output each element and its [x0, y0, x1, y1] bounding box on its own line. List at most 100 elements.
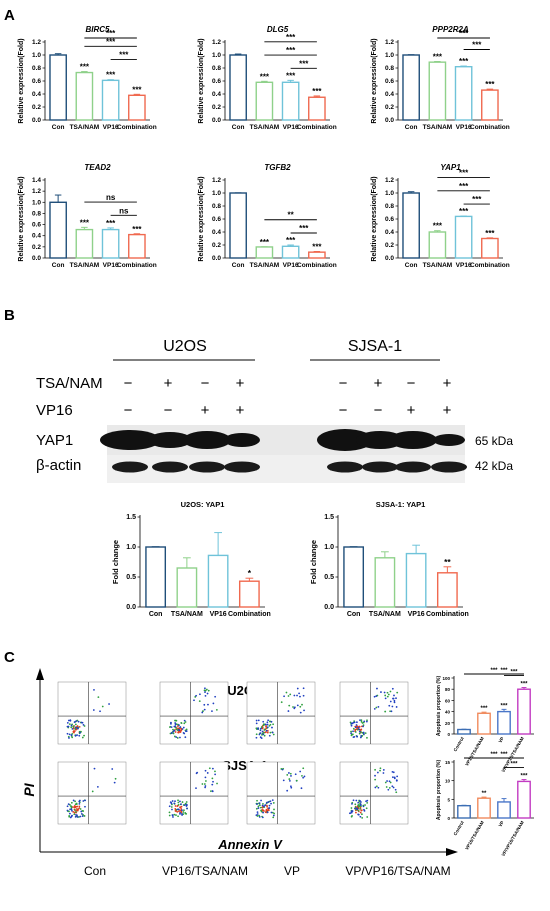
flow-dot [68, 812, 71, 815]
flow-dot-apoptotic [204, 691, 206, 693]
x-tick-label: Combination [470, 124, 510, 131]
chart-yap1: YAP1 0.0 0.2 0.4 0.6 0.8 1.0 1.2 Relative expres… [371, 163, 510, 269]
flow-dot [272, 816, 275, 819]
significance-star: *** [312, 243, 322, 252]
flow-dot [268, 724, 271, 727]
flow-dot [174, 725, 177, 728]
flow-dot [78, 807, 81, 809]
flow-plot-frame [57, 681, 127, 745]
flow-dot [68, 723, 71, 726]
flow-dot [257, 728, 259, 730]
flow-dot-apoptotic [394, 788, 397, 791]
flow-dot [182, 813, 185, 816]
flow-dot-apoptotic [286, 789, 289, 792]
bar [255, 81, 274, 121]
y-tick-label: 0 [447, 732, 450, 737]
flow-dot-apoptotic [293, 694, 296, 697]
flow-dot [361, 816, 364, 819]
y-tick-label: 1.2 [212, 177, 221, 184]
flow-dot [83, 734, 85, 737]
flow-plots [57, 681, 409, 825]
flow-dot [67, 719, 70, 722]
significance-star: *** [132, 85, 142, 94]
bracket-label: *** [106, 37, 116, 46]
flow-dot [78, 805, 81, 808]
flow-dot [168, 811, 171, 814]
flow-dot [178, 810, 180, 813]
flow-dot [72, 725, 75, 728]
blot-bands [100, 425, 467, 473]
row-label-vp16: VP16 [36, 402, 73, 419]
flow-dot [84, 805, 86, 808]
flow-dot [75, 720, 78, 722]
flow-dot-apoptotic [111, 768, 114, 770]
flow-dot [70, 815, 73, 818]
flow-dot [172, 728, 174, 731]
y-tick-label: 0.6 [32, 222, 41, 229]
flow-dot [181, 728, 184, 730]
flow-dot [75, 811, 77, 813]
bar [255, 246, 274, 259]
bar [428, 231, 447, 259]
flow-dot-apoptotic [392, 786, 395, 789]
flow-dot-apoptotic [211, 710, 213, 713]
vp16-sign: − [124, 402, 133, 419]
flow-dot-apoptotic [301, 774, 303, 777]
vp16-sign: + [407, 402, 416, 419]
flow-dot [355, 799, 358, 802]
significance-star: *** [459, 207, 469, 216]
flow-dot [78, 802, 81, 805]
x-tick-label: Combination [426, 611, 469, 618]
flow-dot-apoptotic [204, 689, 207, 692]
significance-star: *** [480, 706, 488, 712]
treatment-signs: − − + − − + + + − − + − − + + + [124, 375, 452, 419]
flow-dot [269, 723, 272, 726]
flow-dot [179, 800, 181, 803]
bracket-label: *** [500, 752, 508, 758]
x-tick-label: VP16 [283, 124, 299, 131]
flow-dot [73, 808, 76, 811]
flow-dot [180, 722, 183, 725]
flow-dot-apoptotic [395, 697, 397, 700]
y-axis-label: Relative expression(Fold) [198, 176, 205, 261]
vp16-sign: − [374, 402, 383, 419]
y-tick-label: 0.2 [385, 104, 394, 111]
flow-dot [72, 806, 74, 808]
flow-dot-apoptotic [296, 694, 298, 697]
actin-band [431, 461, 467, 473]
bar [436, 572, 458, 608]
x-tick-label: TSA/NAM [369, 611, 401, 618]
y-tick-label: 0.8 [212, 203, 221, 210]
flow-dot [80, 810, 83, 813]
flow-dot-apoptotic [211, 767, 214, 770]
flow-plot-frame [339, 681, 409, 745]
flow-dot [350, 815, 353, 818]
panel-label-b: B [4, 307, 15, 324]
flow-dot-apoptotic [113, 781, 116, 784]
bracket-label: *** [299, 224, 309, 233]
flow-dot [67, 803, 70, 806]
flow-dot-apoptotic [281, 768, 284, 771]
bracket-label: *** [472, 41, 482, 50]
x-tick-label: TSA/NAM [423, 124, 453, 131]
flow-dot [170, 802, 173, 805]
yap1-band [183, 431, 231, 449]
flow-dot [82, 723, 85, 726]
flow-dot [168, 805, 171, 808]
bar [281, 81, 300, 121]
flow-dot [70, 801, 73, 804]
y-tick-label: 1.2 [385, 177, 394, 184]
flow-dot [354, 728, 357, 731]
flow-dot [359, 815, 362, 818]
flow-dot-apoptotic [93, 767, 96, 770]
flow-dot [255, 722, 258, 725]
flow-dot-apoptotic [377, 706, 380, 708]
flow-dot-apoptotic [391, 705, 394, 708]
flow-dot-apoptotic [389, 710, 392, 713]
bar [343, 546, 365, 608]
flow-dot-apoptotic [201, 711, 204, 714]
flow-dot [354, 726, 357, 729]
flow-dot [266, 804, 268, 807]
flow-dot-apoptotic [389, 690, 392, 693]
bar [229, 192, 247, 259]
